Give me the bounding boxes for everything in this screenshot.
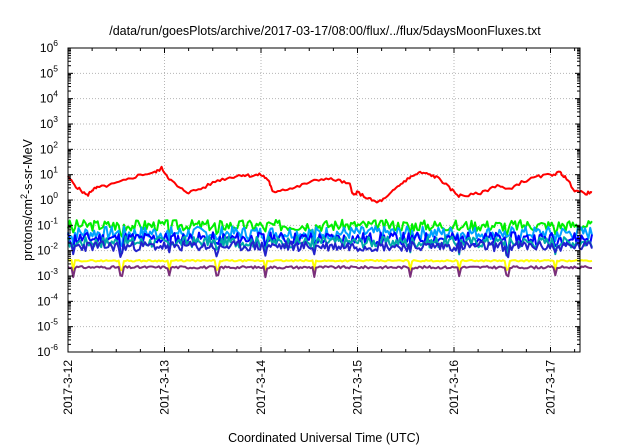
y-tick-label: 10-6 — [37, 342, 58, 359]
y-tick-label: 101 — [40, 165, 58, 182]
y-tick-label: 10-1 — [37, 215, 58, 232]
series-line — [67, 165, 593, 204]
x-axis-ticks: 2017-3-12 2017-3-13 2017-3-14 2017-3-15 2017… — [61, 48, 576, 415]
y-axis-ticks: 10-6 10-5 10-4 10-3 10-2 10-1 100 101 102 103 104 1… — [37, 38, 580, 359]
y-tick-label: 10-5 — [37, 317, 58, 334]
series-layer — [67, 165, 593, 279]
y-tick-label: 10-3 — [37, 266, 58, 283]
y-tick-label: 105 — [40, 63, 58, 80]
series-line — [67, 240, 593, 259]
series-line — [67, 235, 593, 257]
x-tick-label: 2017-3-17 — [544, 360, 558, 415]
y-tick-label: 10-2 — [37, 241, 58, 258]
y-axis-label: protons/cm2-s-sr-MeV — [19, 138, 35, 260]
y-tick-label: 104 — [40, 89, 58, 106]
y-tick-label: 102 — [40, 139, 58, 156]
y-tick-label: 106 — [40, 38, 58, 55]
x-tick-label: 2017-3-14 — [254, 360, 268, 415]
y-tick-label: 103 — [40, 114, 58, 131]
series-line — [67, 259, 593, 272]
series-line — [67, 265, 592, 279]
x-tick-label: 2017-3-15 — [351, 360, 365, 415]
x-tick-label: 2017-3-12 — [61, 360, 75, 415]
y-tick-label: 100 — [40, 190, 58, 207]
x-tick-label: 2017-3-16 — [447, 360, 461, 415]
series-line — [67, 225, 593, 249]
y-tick-label: 10-4 — [37, 291, 58, 308]
x-tick-label: 2017-3-13 — [158, 360, 172, 415]
x-axis-label: Coordinated Universal Time (UTC) — [228, 431, 420, 445]
grid-lines — [68, 48, 580, 352]
chart-title: /data/run/goesPlots/archive/2017-03-17/0… — [109, 24, 541, 38]
